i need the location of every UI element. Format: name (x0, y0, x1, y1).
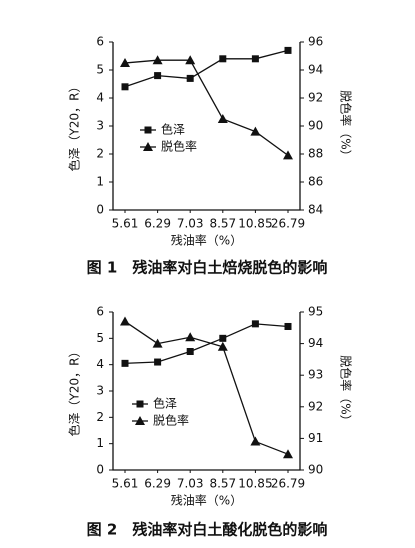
data-point (120, 316, 130, 326)
data-point (186, 348, 194, 355)
data-point (152, 55, 163, 65)
x-tick-label: 7.03 (177, 217, 204, 231)
y2-tick-label: 96 (308, 35, 323, 49)
y2-tick-label: 88 (308, 147, 323, 161)
series-line (124, 320, 289, 455)
y-tick-label: 5 (96, 331, 104, 345)
legend-marker (144, 126, 152, 134)
data-point (250, 126, 261, 136)
x-axis-label: 残油率（%） (171, 493, 242, 508)
y-axis-label: 色泽（Y20，R） (68, 81, 82, 172)
y2-tick-label: 92 (308, 91, 323, 105)
series-line (124, 59, 289, 156)
y2-tick-label: 95 (308, 305, 323, 319)
data-point (154, 72, 162, 80)
y2-tick-label: 84 (308, 203, 323, 217)
data-point (251, 55, 259, 63)
x-tick-label: 8.57 (209, 477, 236, 491)
y2-tick-label: 90 (308, 119, 323, 133)
x-tick-label: 10.85 (238, 477, 272, 491)
x-tick-label: 6.29 (144, 217, 171, 231)
y-tick-label: 1 (96, 436, 104, 450)
figure-caption: 图 1 残油率对白土焙烧脱色的影响 (87, 259, 328, 277)
data-point (283, 449, 293, 459)
data-point (152, 338, 163, 348)
y-axis-label: 色泽（Y20，R） (68, 346, 82, 437)
y-tick-label: 6 (96, 305, 104, 319)
data-point (217, 114, 228, 123)
legend-label: 色泽 (161, 123, 185, 137)
plot-frame (112, 312, 301, 471)
y-tick-label: 4 (96, 357, 104, 371)
y-tick-label: 1 (96, 175, 104, 189)
x-tick-label: 10.85 (238, 217, 272, 231)
x-tick-label: 26.79 (271, 477, 305, 491)
y-tick-label: 5 (96, 63, 104, 77)
legend-marker (136, 400, 144, 408)
x-tick-label: 7.03 (177, 477, 204, 491)
data-point (219, 55, 227, 63)
series-line (124, 49, 289, 88)
data-point (154, 358, 162, 366)
y-tick-label: 2 (96, 147, 104, 161)
y2-tick-label: 94 (308, 63, 323, 77)
series-line (124, 323, 289, 364)
data-point (283, 150, 293, 160)
x-tick-label: 8.57 (209, 217, 236, 231)
y-tick-label: 3 (96, 384, 104, 398)
x-tick-label: 5.61 (112, 477, 139, 491)
y-tick-label: 6 (96, 35, 104, 49)
y-tick-label: 0 (96, 463, 104, 477)
legend-marker (143, 142, 153, 151)
data-point (217, 341, 228, 351)
x-tick-label: 6.29 (144, 477, 171, 491)
x-tick-label: 5.61 (112, 217, 139, 231)
y2-axis-label: 脱色率（%） (339, 90, 354, 161)
data-point (219, 334, 227, 342)
data-point (250, 436, 261, 446)
y-tick-label: 4 (96, 91, 104, 105)
y2-tick-label: 86 (308, 175, 323, 189)
data-point (121, 359, 129, 367)
x-axis-label: 残油率（%） (171, 233, 242, 248)
legend-label: 脱色率 (153, 413, 189, 428)
legend-marker (135, 416, 145, 425)
y-tick-label: 3 (96, 119, 104, 133)
y2-tick-label: 94 (308, 336, 323, 350)
y2-tick-label: 90 (308, 463, 323, 477)
data-point (185, 55, 196, 65)
figure-caption: 图 2 残油率对白土酸化脱色的影响 (87, 521, 328, 539)
data-point (284, 322, 292, 330)
data-point (120, 58, 130, 67)
data-point (185, 332, 196, 342)
plot-frame (112, 42, 301, 211)
y2-tick-label: 91 (308, 431, 323, 445)
x-tick-label: 26.79 (271, 217, 305, 231)
y-tick-label: 2 (96, 410, 104, 424)
y2-axis-label: 脱色率（%） (339, 355, 354, 426)
data-point (284, 46, 292, 54)
y2-tick-label: 93 (308, 368, 323, 382)
data-point (121, 83, 129, 91)
legend-label: 色泽 (153, 397, 177, 411)
y-tick-label: 0 (96, 203, 104, 217)
y2-tick-label: 92 (308, 399, 323, 413)
data-point (251, 320, 259, 328)
data-point (186, 74, 194, 82)
legend-label: 脱色率 (161, 139, 197, 154)
